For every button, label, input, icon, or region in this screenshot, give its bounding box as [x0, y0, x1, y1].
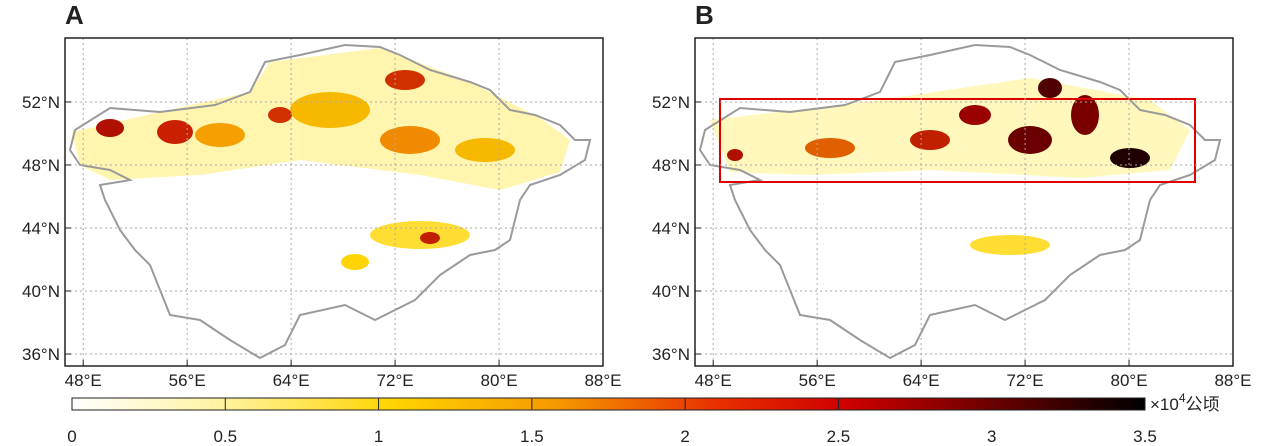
- axes-frame: [64, 37, 604, 367]
- x-tick-label: 88°E: [584, 371, 621, 390]
- colorbar-tick-label: 1.5: [520, 427, 544, 446]
- panel-label: A: [65, 0, 84, 30]
- heat-layer-a: [72, 48, 570, 270]
- colorbar-tick-label: 3.5: [1133, 427, 1157, 446]
- axes-frame: [694, 37, 1234, 367]
- colorbar-tick-label: 2.5: [827, 427, 851, 446]
- study-region: [719, 98, 1196, 183]
- x-tick-label: 80°E: [481, 371, 518, 390]
- y-tick-label: 52°N: [22, 93, 60, 112]
- unit-exponent: 4: [1179, 391, 1186, 405]
- colorbar-tick-label: 3: [987, 427, 996, 446]
- x-tick-label: 56°E: [169, 371, 206, 390]
- colorbar-tick-label: 1: [374, 427, 383, 446]
- y-tick-label: 52°N: [652, 93, 690, 112]
- panel-label: B: [695, 0, 714, 30]
- x-tick-label: 64°E: [903, 371, 940, 390]
- y-tick-label: 48°N: [22, 156, 60, 175]
- x-tick-label: 72°E: [377, 371, 414, 390]
- y-tick-label: 36°N: [22, 345, 60, 364]
- y-tick-label: 36°N: [652, 345, 690, 364]
- y-tick-label: 44°N: [22, 219, 60, 238]
- x-tick-label: 72°E: [1007, 371, 1044, 390]
- y-tick-label: 44°N: [652, 219, 690, 238]
- x-tick-label: 48°E: [695, 371, 732, 390]
- colorbar-unit: ×104公顷: [1150, 391, 1220, 414]
- x-tick-label: 64°E: [273, 371, 310, 390]
- x-tick-label: 48°E: [65, 371, 102, 390]
- x-tick-label: 80°E: [1111, 371, 1148, 390]
- unit-prefix: ×10: [1150, 395, 1179, 414]
- x-tick-label: 88°E: [1214, 371, 1251, 390]
- x-tick-label: 56°E: [799, 371, 836, 390]
- colorbar-tick-label: 0.5: [213, 427, 237, 446]
- unit-suffix: 公顷: [1186, 395, 1220, 414]
- y-tick-label: 40°N: [652, 282, 690, 301]
- y-tick-label: 40°N: [22, 282, 60, 301]
- colorbar-tick-label: 2: [680, 427, 689, 446]
- y-tick-label: 48°N: [652, 156, 690, 175]
- colorbar-tick-label: 0: [67, 427, 76, 446]
- colorbar: [71, 397, 1146, 411]
